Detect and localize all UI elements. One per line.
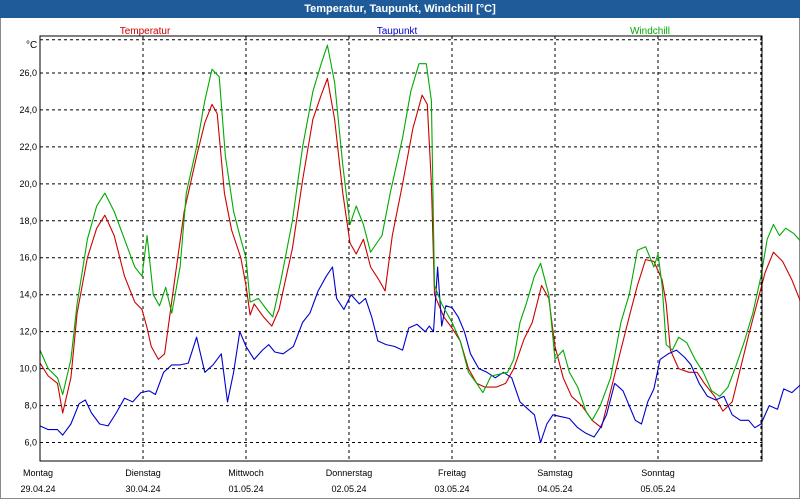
- y-axis-label: °C: [26, 40, 37, 51]
- series-group: [39, 44, 800, 444]
- series-line-windchill: [39, 44, 800, 421]
- legend-entry-temperatur: Temperatur: [120, 26, 171, 37]
- y-axis-ticks: 6,0 8,0 10,0 12,0 14,0 16,0 18,0 20,0 22,0 24,0 26…: [19, 68, 37, 448]
- y-tick-label: 6,0: [24, 438, 37, 448]
- x-tick-date: 01.05.24: [228, 484, 263, 494]
- series-line-taupunkt: [39, 266, 800, 444]
- x-tick-weekday: Sonntag: [641, 468, 675, 478]
- x-tick-date: 02.05.24: [331, 484, 366, 494]
- x-tick-weekday: Donnerstag: [326, 468, 373, 478]
- y-tick-label: 14,0: [19, 290, 37, 300]
- y-tick-label: 20,0: [19, 179, 37, 189]
- x-tick-weekday: Mittwoch: [228, 468, 264, 478]
- x-tick-date: 04.05.24: [537, 484, 572, 494]
- chart-frame: [0, 18, 800, 499]
- y-tick-label: 10,0: [19, 364, 37, 374]
- x-tick-date: 30.04.24: [125, 484, 160, 494]
- x-tick-weekday: Montag: [23, 468, 53, 478]
- x-tick-date: 29.04.24: [20, 484, 55, 494]
- x-tick-date: 03.05.24: [434, 484, 469, 494]
- y-tick-label: 8,0: [24, 401, 37, 411]
- x-axis-ticks: Montag 29.04.24 Dienstag 30.04.24 Mittwoch 01…: [20, 468, 675, 494]
- x-tick-weekday: Freitag: [438, 468, 466, 478]
- plot-border: [39, 35, 763, 462]
- y-tick-label: 12,0: [19, 327, 37, 337]
- legend: Temperatur Taupunkt Windchill: [120, 26, 670, 37]
- chart-title: Temperatur, Taupunkt, Windchill [°C]: [0, 0, 800, 18]
- legend-entry-taupunkt: Taupunkt: [377, 26, 418, 37]
- x-tick-weekday: Dienstag: [125, 468, 161, 478]
- x-tick-date: 05.05.24: [640, 484, 675, 494]
- legend-entry-windchill: Windchill: [630, 26, 670, 37]
- y-tick-label: 24,0: [19, 105, 37, 115]
- series-line-temperatur: [39, 77, 800, 429]
- y-tick-label: 18,0: [19, 216, 37, 226]
- y-tick-label: 16,0: [19, 253, 37, 263]
- grid: [40, 36, 762, 461]
- y-tick-label: 26,0: [19, 68, 37, 78]
- x-tick-weekday: Samstag: [537, 468, 573, 478]
- y-tick-label: 22,0: [19, 142, 37, 152]
